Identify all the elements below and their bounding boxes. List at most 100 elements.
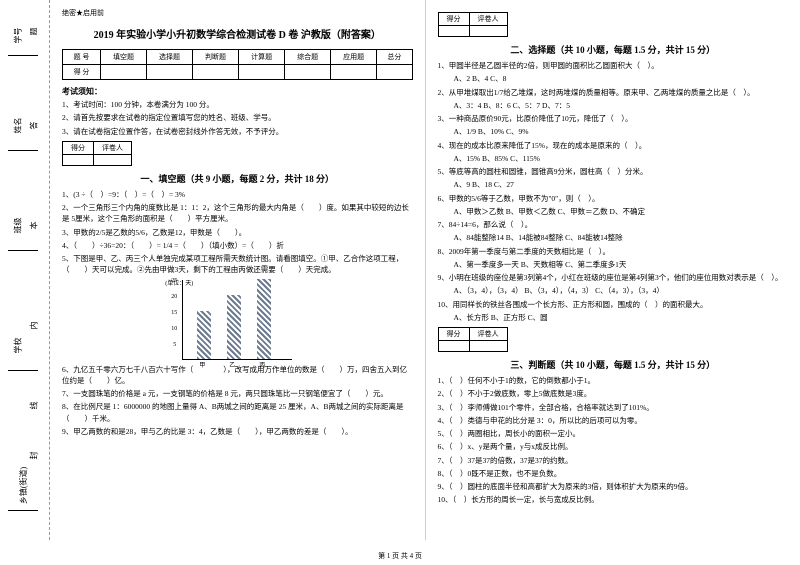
sb-hint-4: 线 — [29, 402, 40, 410]
blank — [469, 26, 507, 37]
exam-title: 2019 年实验小学小升初数学综合检测试卷 D 卷 沪教版（附答案） — [62, 26, 413, 41]
binding-sidebar: 学号 题 姓名 答 班级 本 内 学校 线 封 乡镇(街道) — [0, 0, 50, 540]
s3-q4: 4、（ ）类德与申花的比分是 3：0，所以比的后项可以为零。 — [438, 415, 789, 426]
s2-q8-opts: A、第一季度多一天 B、天数相等 C、第二季度多1天 — [454, 259, 789, 270]
s2-q6-opts: A、甲数＞乙数 B、甲数＜乙数 C、甲数＝乙数 D、不确定 — [454, 206, 789, 217]
gt-c2: 评卷人 — [94, 141, 132, 154]
s1-q6: 6、九亿五千零六万七千八百六十写作（ ），改写成用万作单位的数是（ ）万，四舍五… — [62, 364, 413, 387]
s2-q3: 3、一种商品原价90元，比原价降低了10元，降低了（ ）。 — [438, 113, 789, 124]
th-6: 应用题 — [331, 50, 377, 65]
row2-label: 得 分 — [63, 65, 101, 80]
th-5: 综合题 — [285, 50, 331, 65]
ytick-1: 10 — [171, 326, 177, 332]
th-3: 判断题 — [193, 50, 239, 65]
s3-q9: 9、（ ）圆柱的底面半径和高都扩大为原来的3倍，则体积扩大为原来的9倍。 — [438, 481, 789, 492]
blank — [239, 65, 285, 80]
s2-q4: 4、现在的成本比原来降低了15%，现在的成本是原来的（ ）。 — [438, 140, 789, 151]
sb-label-name: 姓名 — [13, 118, 24, 134]
score-value-row: 得 分 — [63, 65, 413, 80]
ytick-3: 20 — [171, 294, 177, 300]
s2-q6: 6、甲数的5/6等于乙数，甲数不为"0"，则（ ）。 — [438, 193, 789, 204]
ylabel: (单位：天) — [165, 278, 193, 287]
s1-q3: 3、甲数的2/5是乙数的5/6，乙数是12，甲数是（ ）。 — [62, 227, 413, 238]
left-column: 绝密★启用前 2019 年实验小学小升初数学综合检测试卷 D 卷 沪教版（附答案… — [50, 0, 426, 540]
secrecy-tag: 绝密★启用前 — [62, 8, 413, 18]
s1-q8: 8、在比例尺是 1：6000000 的地图上量得 A、B两城之间的距离是 25 … — [62, 401, 413, 424]
s1-q2: 2、一个三角形三个内角的度数比是 1：1：2，这个三角形的最大内角是（ ）度。如… — [62, 202, 413, 225]
xlab-1: 乙 — [229, 360, 235, 369]
s2-q1: 1、甲圆半径是乙圆半径的2倍，则甲圆的面积比乙圆面积大（ ）。 — [438, 60, 789, 71]
th-7: 总分 — [377, 50, 412, 65]
s1-q4: 4、（ ）÷36=20：（ ）= 1/4 =（ ）（填小数）=（ ）折 — [62, 240, 413, 251]
notice-3: 3、请在试卷指定位置作答，在试卷密封线外作答无效，不予评分。 — [62, 126, 413, 137]
s3-q8: 8、（ ）0既不是正数，也不是负数。 — [438, 468, 789, 479]
sb-rule-3 — [8, 370, 38, 371]
sb-hint-1: 答 — [29, 122, 40, 130]
section1-title: 一、填空题（共 9 小题，每题 2 分，共计 18 分） — [62, 172, 413, 185]
bar-chart: (单位：天) 5 10 15 20 25 甲 乙 丙 — [182, 280, 292, 360]
blank — [63, 154, 94, 165]
score-table: 题 号 填空题 选择题 判断题 计算题 综合题 应用题 总分 得 分 — [62, 49, 413, 80]
blank — [285, 65, 331, 80]
s3-q3: 3、（ ）李师傅做101个零件，全部合格，合格率就达到了101%。 — [438, 402, 789, 413]
s1-q7: 7、一支圆珠笔的价格是 a 元，一支钢笔的价格是 8 元，两只圆珠笔比一只钢笔便… — [62, 388, 413, 399]
s2-q1-opts: A、2 B、4 C、8 — [454, 73, 789, 84]
s3-q6: 6、（ ）x、y是两个量，y与x成反比例。 — [438, 441, 789, 452]
s2-q10-opts: A、长方形 B、正方形 C、圆 — [454, 312, 789, 323]
notice-2: 2、请首先按要求在试卷的指定位置填写您的姓名、班级、学号。 — [62, 112, 413, 123]
notice-heading: 考试须知： — [62, 86, 413, 97]
bar-bing — [257, 279, 271, 359]
sb-rule-4 — [8, 510, 38, 511]
s3-q2: 2、（ ）不小于2做底数，零上5做底数是3度。 — [438, 388, 789, 399]
th-2: 选择题 — [147, 50, 193, 65]
section3-title: 三、判断题（共 10 小题，每题 1.5 分，共计 15 分） — [438, 358, 789, 371]
s3-q5: 5、（ ）两圈相比，周长小的面积一定小。 — [438, 428, 789, 439]
s3-q1: 1、（ ）任何不小于1的数，它的倒数都小于1。 — [438, 375, 789, 386]
blank — [377, 65, 412, 80]
s1-q9: 9、甲乙两数的和是28，甲与乙的比是 3：4，乙数是（ ），甲乙两数的差是（ ）… — [62, 426, 413, 437]
s2-q9: 9、小明在班级的座位是第3列第4个，小红在班级的座位是第4列第3个，他们的座位用… — [438, 272, 789, 283]
sb-label-class: 班级 — [13, 218, 24, 234]
s2-q9-opts: A、（3，4），（3，4） B、（3，4），（4，3） C、（4，3），（3，4… — [454, 285, 789, 296]
s1-q1: 1、(3 ÷（ ）=9：（ ）=（ ）= 3% — [62, 189, 413, 200]
content-area: 绝密★启用前 2019 年实验小学小升初数学综合检测试卷 D 卷 沪教版（附答案… — [50, 0, 800, 540]
s2-q7-opts: A、84能整除14 B、14能被84整除 C、84能被14整除 — [454, 232, 789, 243]
gt3-c1: 得分 — [438, 328, 469, 341]
s2-q5-opts: A、9 B、18 C、27 — [454, 179, 789, 190]
gt-c1: 得分 — [63, 141, 94, 154]
blank — [438, 26, 469, 37]
page-container: 学号 题 姓名 答 班级 本 内 学校 线 封 乡镇(街道) 绝密★启用前 20… — [0, 0, 800, 540]
xlab-2: 丙 — [259, 360, 265, 369]
s2-q10: 10、用同样长的铁丝各围成一个长方形、正方形和圆，围成的（ ）的面积最大。 — [438, 299, 789, 310]
s2-q7: 7、84÷14=6，那么说（ ）。 — [438, 219, 789, 230]
page-footer: 第 1 页 共 4 页 — [0, 551, 800, 561]
s2-q2-opts: A、3：4 B、8：6 C、5：7 D、7：5 — [454, 100, 789, 111]
sb-hint-0: 题 — [29, 28, 40, 36]
th-4: 计算题 — [239, 50, 285, 65]
sb-hint-2: 本 — [29, 222, 40, 230]
blank — [331, 65, 377, 80]
score-header-row: 题 号 填空题 选择题 判断题 计算题 综合题 应用题 总分 — [63, 50, 413, 65]
s1-q5: 5、下图是甲、乙、丙三个人单独完成某项工程所需天数统计图。请看图填空。①甲、乙合… — [62, 253, 413, 276]
gt2-c1: 得分 — [438, 13, 469, 26]
sb-label-school: 学校 — [13, 338, 24, 354]
ytick-2: 15 — [171, 310, 177, 316]
blank — [469, 341, 507, 352]
notice-1: 1、考试时间：100 分钟，本卷满分为 100 分。 — [62, 99, 413, 110]
s2-q3-opts: A、1/9 B、10% C、9% — [454, 126, 789, 137]
grader-table-1: 得分评卷人 — [62, 141, 132, 166]
s2-q8: 8、2009年第一季度与第二季度的天数相比是（ ）。 — [438, 246, 789, 257]
sb-hint-3: 内 — [29, 322, 40, 330]
sb-label-xuehao: 学号 — [13, 28, 24, 44]
sb-hint-5: 封 — [29, 452, 40, 460]
ytick-0: 5 — [173, 342, 176, 348]
sb-rule-1 — [8, 150, 38, 151]
blank — [438, 341, 469, 352]
th-0: 题 号 — [63, 50, 101, 65]
gt3-c2: 评卷人 — [469, 328, 507, 341]
sb-rule-2 — [8, 250, 38, 251]
grader-table-3: 得分评卷人 — [438, 327, 508, 352]
sb-label-town: 乡镇(街道) — [18, 467, 29, 504]
s2-q5: 5、等底等高的圆柱和圆锥，圆锥高9分米，圆柱高（ ）分米。 — [438, 166, 789, 177]
ytick-4: 25 — [171, 278, 177, 284]
